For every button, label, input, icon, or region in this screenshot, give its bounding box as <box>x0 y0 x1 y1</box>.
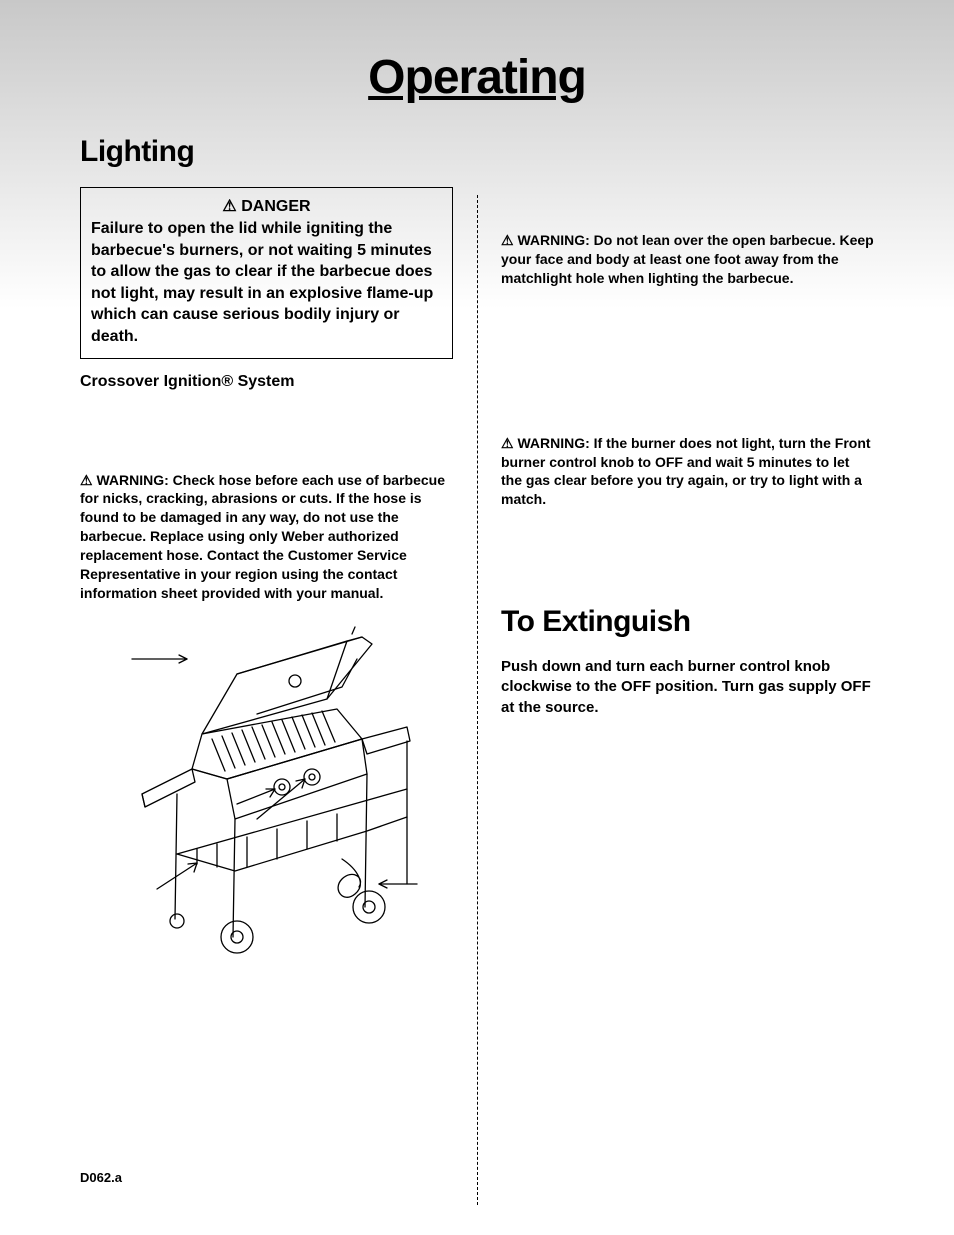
warning-icon: ⚠ <box>80 472 93 488</box>
left-column: Lighting ⚠ DANGER Failure to open the li… <box>80 135 477 959</box>
warning-lean: ⚠ WARNING: Do not lean over the open bar… <box>501 231 874 288</box>
lighting-heading: Lighting <box>80 135 453 169</box>
column-divider <box>477 195 478 1205</box>
footer-code: D062.a <box>80 1170 122 1185</box>
spacer <box>501 304 874 434</box>
page-title: Operating <box>80 50 874 105</box>
warning-icon: ⚠ <box>501 232 514 248</box>
warning-icon: ⚠ <box>222 198 236 215</box>
page: Operating Lighting ⚠ DANGER Failure to o… <box>0 0 954 1235</box>
spacer <box>501 525 874 605</box>
spacer <box>501 135 874 231</box>
danger-box: ⚠ DANGER Failure to open the lid while i… <box>80 187 453 359</box>
extinguish-body-text: Push down and turn each burner control k… <box>501 657 874 718</box>
danger-body-text: Failure to open the lid while igniting t… <box>91 218 442 348</box>
warning-off: ⚠ WARNING: If the burner does not light,… <box>501 434 874 510</box>
extinguish-heading: To Extinguish <box>501 605 874 639</box>
warning-off-text: WARNING: If the burner does not light, t… <box>501 435 871 508</box>
right-column: ⚠ WARNING: Do not lean over the open bar… <box>477 135 874 959</box>
warning-icon: ⚠ <box>501 435 514 451</box>
danger-label: DANGER <box>241 198 310 215</box>
danger-heading: ⚠ DANGER <box>91 196 442 216</box>
warning-hose: ⚠ WARNING: Check hose before each use of… <box>80 471 453 603</box>
warning-lean-text: WARNING: Do not lean over the open barbe… <box>501 232 874 286</box>
crossover-subheading: Crossover Ignition® System <box>80 373 453 391</box>
grill-diagram <box>107 619 427 959</box>
two-column-layout: Lighting ⚠ DANGER Failure to open the li… <box>80 135 874 959</box>
warning-hose-text: WARNING: Check hose before each use of b… <box>80 472 445 601</box>
